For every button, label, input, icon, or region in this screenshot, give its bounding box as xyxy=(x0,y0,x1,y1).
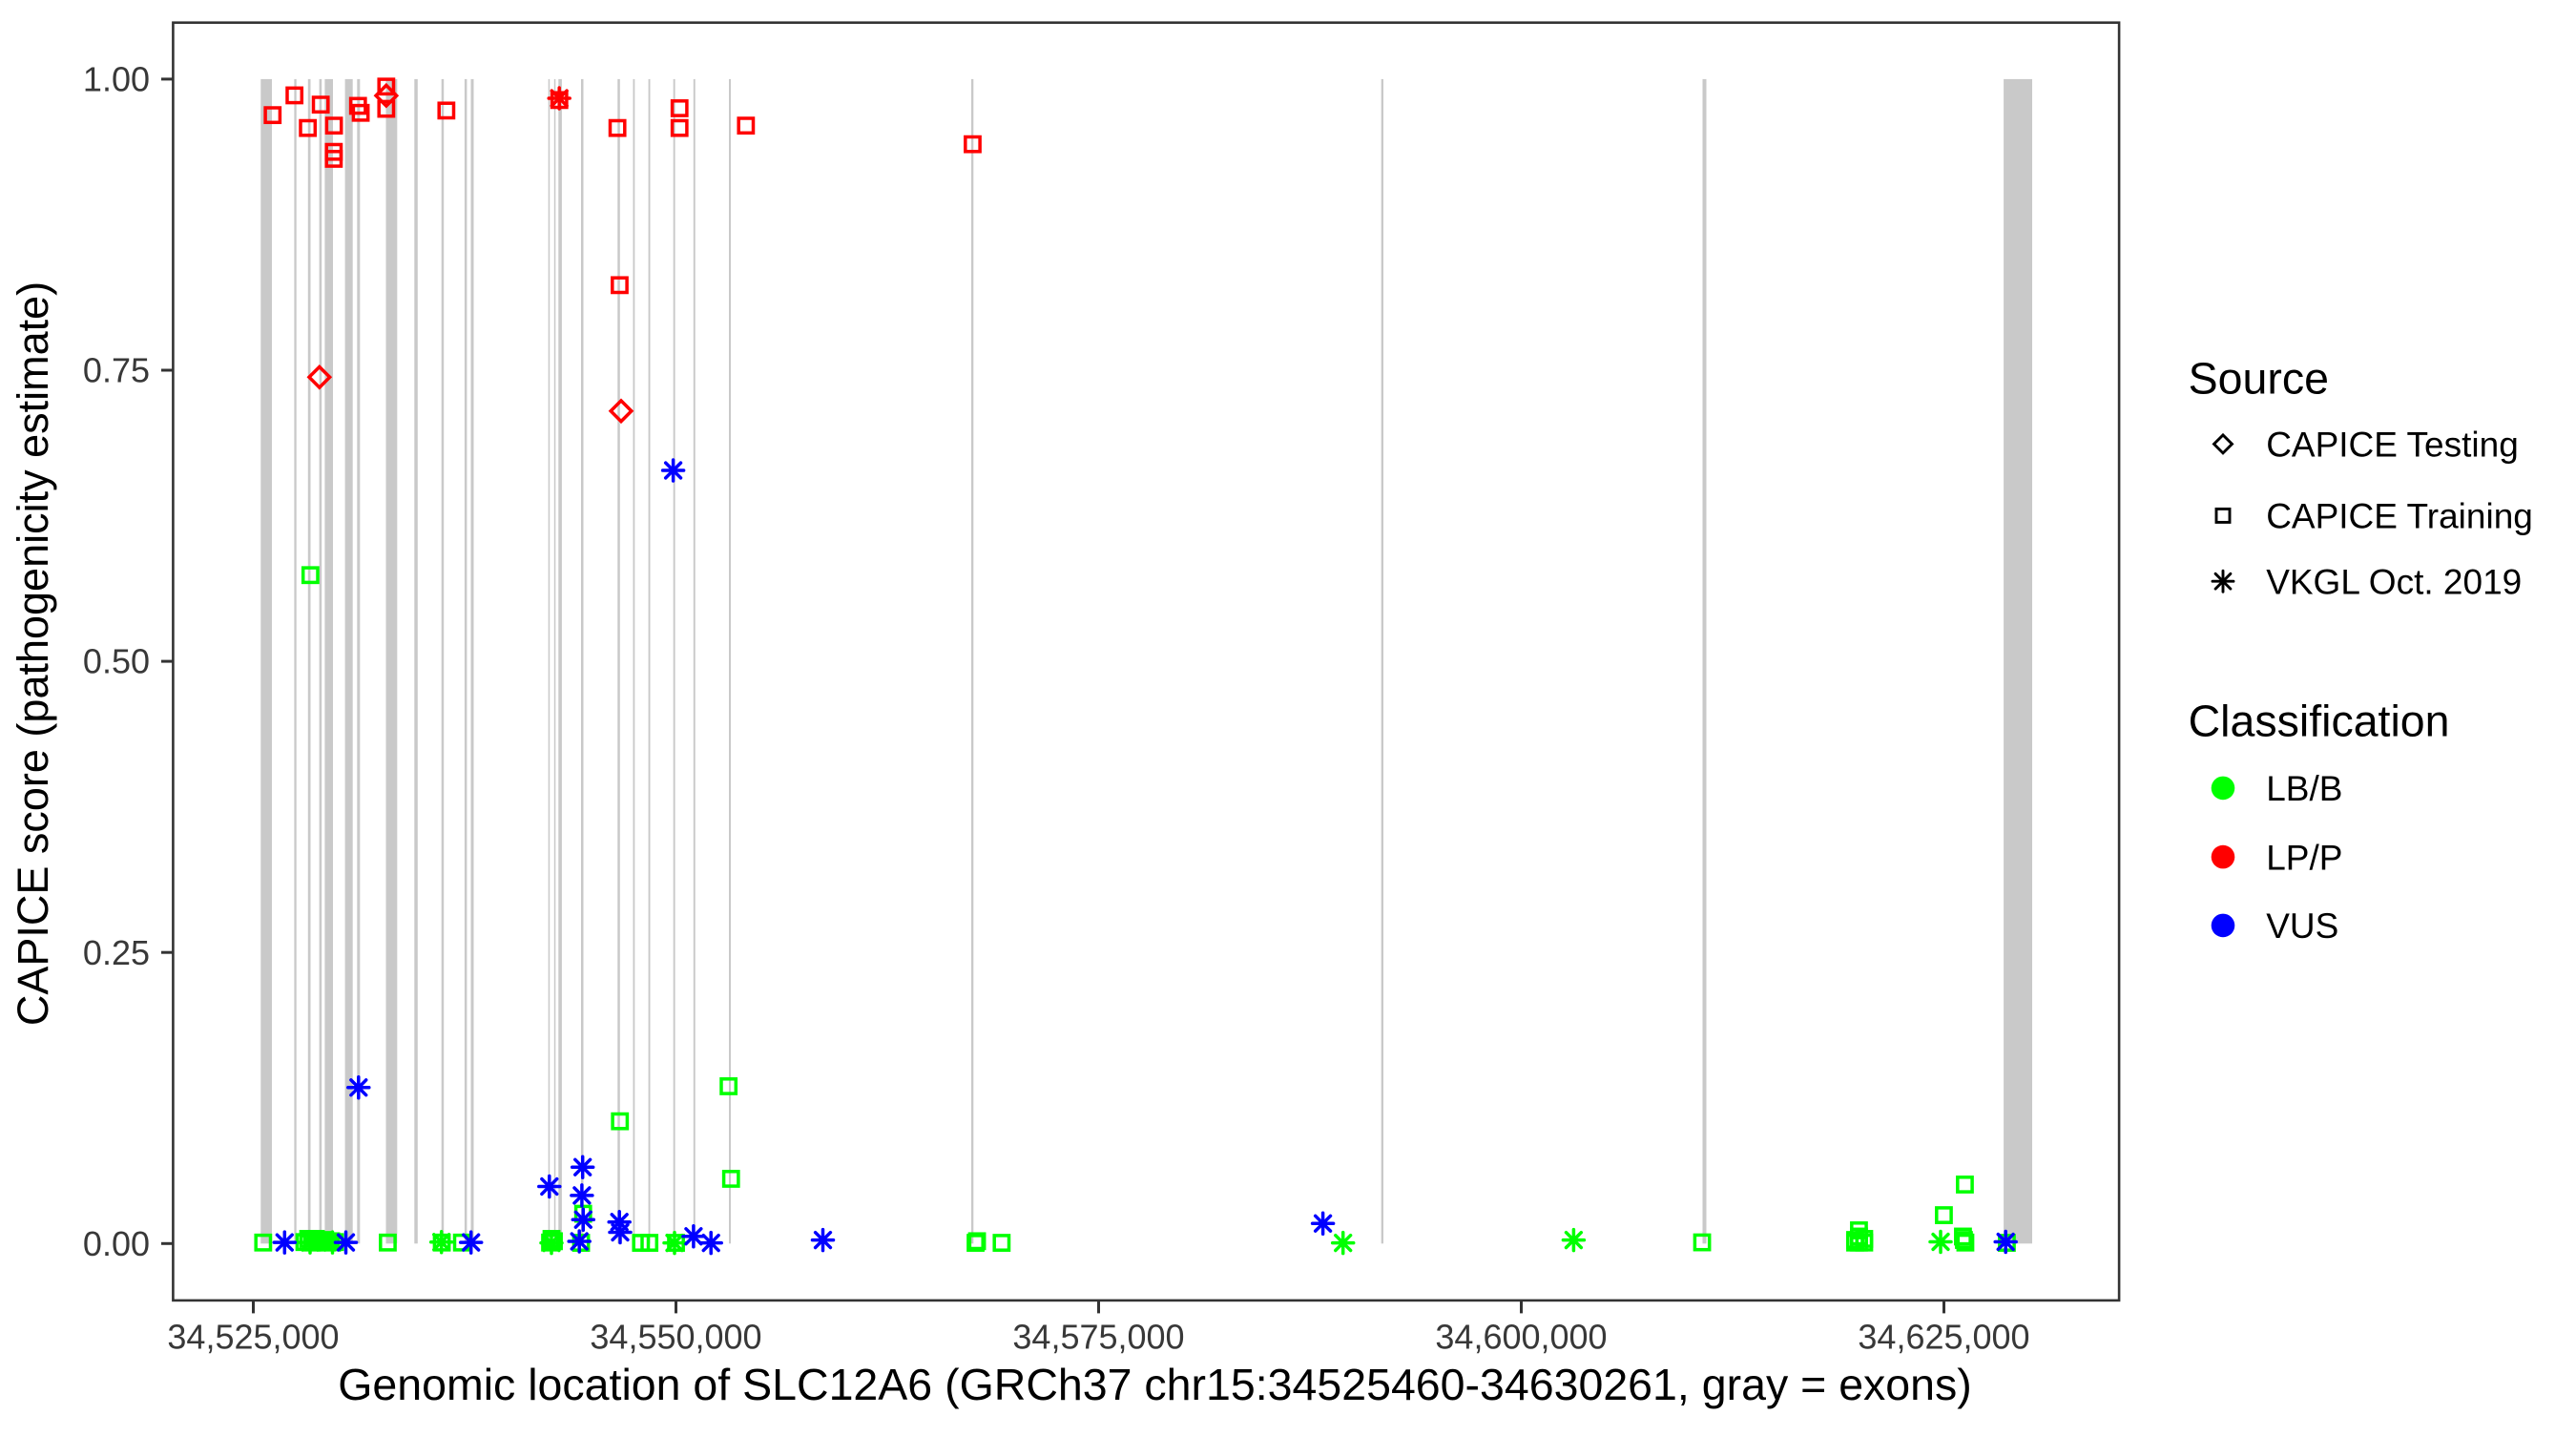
svg-text:Classification: Classification xyxy=(2189,697,2450,746)
svg-text:LB/B: LB/B xyxy=(2266,769,2342,808)
svg-text:0.00: 0.00 xyxy=(83,1224,150,1263)
svg-text:34,550,000: 34,550,000 xyxy=(590,1318,761,1357)
svg-text:1.00: 1.00 xyxy=(83,60,150,99)
svg-text:CAPICE Training: CAPICE Training xyxy=(2266,497,2533,536)
svg-text:34,600,000: 34,600,000 xyxy=(1435,1318,1607,1357)
svg-text:VKGL Oct. 2019: VKGL Oct. 2019 xyxy=(2266,562,2522,601)
svg-text:Source: Source xyxy=(2189,354,2329,404)
svg-text:LP/P: LP/P xyxy=(2266,838,2342,877)
svg-text:CAPICE score (pathogenicity es: CAPICE score (pathogenicity estimate) xyxy=(9,281,57,1026)
svg-text:0.75: 0.75 xyxy=(83,351,150,390)
svg-text:0.50: 0.50 xyxy=(83,642,150,681)
svg-text:Genomic location of SLC12A6 (G: Genomic location of SLC12A6 (GRCh37 chr1… xyxy=(338,1360,1972,1409)
svg-text:34,525,000: 34,525,000 xyxy=(167,1318,339,1357)
svg-text:VUS: VUS xyxy=(2266,906,2338,946)
svg-text:0.25: 0.25 xyxy=(83,933,150,972)
svg-text:34,575,000: 34,575,000 xyxy=(1012,1318,1184,1357)
svg-text:34,625,000: 34,625,000 xyxy=(1858,1318,2029,1357)
svg-text:CAPICE Testing: CAPICE Testing xyxy=(2266,426,2519,465)
